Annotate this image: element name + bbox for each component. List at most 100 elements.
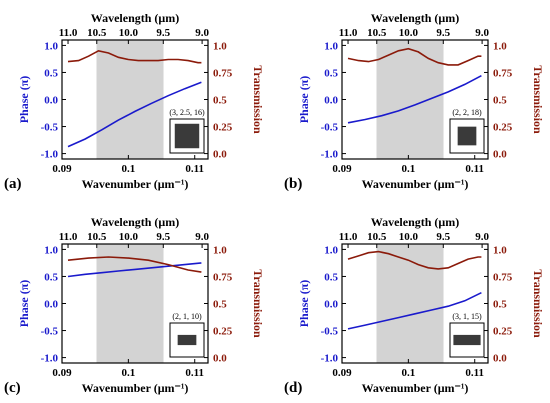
x-axis-title: Wavenumber (μm⁻¹) bbox=[362, 381, 469, 395]
y-right-tick-label: 1.0 bbox=[493, 244, 507, 256]
top-axis-title: Wavelength (μm) bbox=[371, 11, 459, 25]
y-left-tick-label: -1.0 bbox=[321, 149, 339, 161]
inset-label: (3, 1, 15) bbox=[452, 312, 482, 321]
top-tick-label: 9.5 bbox=[156, 231, 170, 243]
top-tick-label: 10.5 bbox=[87, 231, 107, 243]
y-left-tick-label: -0.5 bbox=[41, 326, 59, 338]
top-tick-label: 9.0 bbox=[475, 231, 489, 243]
y-left-tick-label: -1.0 bbox=[321, 353, 339, 365]
y-right-tick-label: 0.5 bbox=[213, 299, 227, 311]
y-right-tick-label: 0.25 bbox=[493, 326, 513, 338]
inset-label: (3, 2.5, 16) bbox=[169, 108, 205, 117]
y-left-tick-label: -0.5 bbox=[321, 326, 339, 338]
y-left-tick-label: 0.5 bbox=[324, 271, 338, 283]
y-left-title: Phase (π) bbox=[297, 76, 311, 124]
transmission-line bbox=[347, 47, 482, 66]
chart-panel: (2, 1, 10) 0.09 0.1 0.11 11.0 10.5 10.0 9.5 9.0 -… bbox=[4, 215, 265, 396]
y-right-tick-label: 0.0 bbox=[213, 353, 227, 365]
x-axis-title: Wavenumber (μm⁻¹) bbox=[82, 381, 189, 395]
x-tick-label: 0.09 bbox=[332, 163, 352, 175]
phase-line bbox=[347, 291, 482, 330]
y-right-tick-label: 0.5 bbox=[493, 299, 507, 311]
y-right-tick-label: 0.0 bbox=[493, 149, 507, 161]
top-tick-label: 10.0 bbox=[119, 231, 139, 243]
top-tick-label: 9.5 bbox=[436, 231, 450, 243]
top-tick-label: 11.0 bbox=[59, 231, 78, 243]
top-tick-label: 10.5 bbox=[367, 27, 387, 39]
shaded-band bbox=[96, 40, 164, 159]
y-left-tick-label: -0.5 bbox=[321, 122, 339, 134]
inset-pillar bbox=[453, 334, 481, 346]
top-tick-label: 10.0 bbox=[399, 231, 419, 243]
panel-label: (d) bbox=[284, 380, 302, 396]
top-axis-title: Wavelength (μm) bbox=[371, 215, 459, 229]
x-tick-label: 0.1 bbox=[121, 367, 135, 379]
top-tick-label: 10.5 bbox=[87, 27, 107, 39]
top-tick-label: 9.5 bbox=[156, 27, 170, 39]
y-right-tick-label: 0.25 bbox=[493, 122, 513, 134]
top-tick-label: 9.0 bbox=[195, 231, 209, 243]
top-tick-label: 10.0 bbox=[399, 27, 419, 39]
shaded-band bbox=[376, 244, 444, 363]
chart-panel: (2, 2, 18) 0.09 0.1 0.11 11.0 10.5 10.0 9.5 9.0 -… bbox=[284, 11, 545, 192]
y-right-title: Transmission bbox=[251, 65, 265, 134]
x-tick-label: 0.11 bbox=[185, 367, 204, 379]
y-left-title: Phase (π) bbox=[17, 76, 31, 124]
y-left-tick-label: 0.5 bbox=[44, 67, 58, 79]
y-left-tick-label: 1.0 bbox=[44, 40, 58, 52]
top-axis-title: Wavelength (μm) bbox=[91, 215, 179, 229]
x-tick-label: 0.1 bbox=[401, 367, 415, 379]
y-right-tick-label: 0.75 bbox=[493, 67, 513, 79]
phase-line bbox=[347, 74, 482, 124]
y-left-tick-label: -1.0 bbox=[41, 353, 59, 365]
y-right-tick-label: 1.0 bbox=[213, 244, 227, 256]
top-axis-title: Wavelength (μm) bbox=[91, 11, 179, 25]
shaded-band bbox=[96, 244, 164, 363]
y-right-title: Transmission bbox=[531, 269, 545, 338]
top-tick-label: 11.0 bbox=[59, 27, 78, 39]
x-tick-label: 0.1 bbox=[401, 163, 415, 175]
y-left-tick-label: 0.5 bbox=[44, 271, 58, 283]
transmission-line bbox=[347, 250, 482, 270]
top-tick-label: 9.0 bbox=[195, 27, 209, 39]
y-left-tick-label: 1.0 bbox=[324, 40, 338, 52]
x-tick-label: 0.09 bbox=[332, 367, 352, 379]
panel-label: (b) bbox=[284, 176, 302, 192]
x-tick-label: 0.09 bbox=[52, 163, 72, 175]
transmission-line bbox=[67, 256, 202, 273]
y-right-tick-label: 0.0 bbox=[213, 149, 227, 161]
y-left-title: Phase (π) bbox=[17, 280, 31, 328]
x-tick-label: 0.09 bbox=[52, 367, 72, 379]
top-tick-label: 9.5 bbox=[436, 27, 450, 39]
y-right-tick-label: 0.25 bbox=[213, 122, 233, 134]
y-right-tick-label: 0.5 bbox=[213, 95, 227, 107]
y-right-tick-label: 0.75 bbox=[213, 271, 233, 283]
y-right-tick-label: 0.25 bbox=[213, 326, 233, 338]
y-left-tick-label: 0.0 bbox=[324, 299, 338, 311]
chart-panel: (3, 2.5, 16) 0.09 0.1 0.11 11.0 10.5 10.0 9.5 9.… bbox=[4, 11, 265, 192]
x-tick-label: 0.11 bbox=[185, 163, 204, 175]
panel-label: (a) bbox=[4, 176, 22, 192]
inset-pillar bbox=[174, 123, 200, 149]
x-tick-label: 0.1 bbox=[121, 163, 135, 175]
y-right-tick-label: 0.75 bbox=[493, 271, 513, 283]
phase-line bbox=[67, 262, 202, 278]
y-left-tick-label: -0.5 bbox=[41, 122, 59, 134]
top-tick-label: 9.0 bbox=[475, 27, 489, 39]
inset-pillar bbox=[457, 126, 477, 146]
chart-panel: (3, 1, 15) 0.09 0.1 0.11 11.0 10.5 10.0 9.5 9.0 -… bbox=[284, 215, 545, 396]
y-left-tick-label: 0.0 bbox=[44, 299, 58, 311]
y-right-title: Transmission bbox=[251, 269, 265, 338]
y-right-tick-label: 1.0 bbox=[213, 40, 227, 52]
top-tick-label: 10.5 bbox=[367, 231, 387, 243]
y-right-tick-label: 0.75 bbox=[213, 67, 233, 79]
panel-label: (c) bbox=[4, 380, 21, 396]
top-tick-label: 11.0 bbox=[339, 231, 358, 243]
top-tick-label: 10.0 bbox=[119, 27, 139, 39]
x-tick-label: 0.11 bbox=[465, 367, 484, 379]
y-left-tick-label: -1.0 bbox=[41, 149, 59, 161]
x-tick-label: 0.11 bbox=[465, 163, 484, 175]
x-axis-title: Wavenumber (μm⁻¹) bbox=[362, 177, 469, 191]
inset-frame bbox=[169, 322, 205, 358]
